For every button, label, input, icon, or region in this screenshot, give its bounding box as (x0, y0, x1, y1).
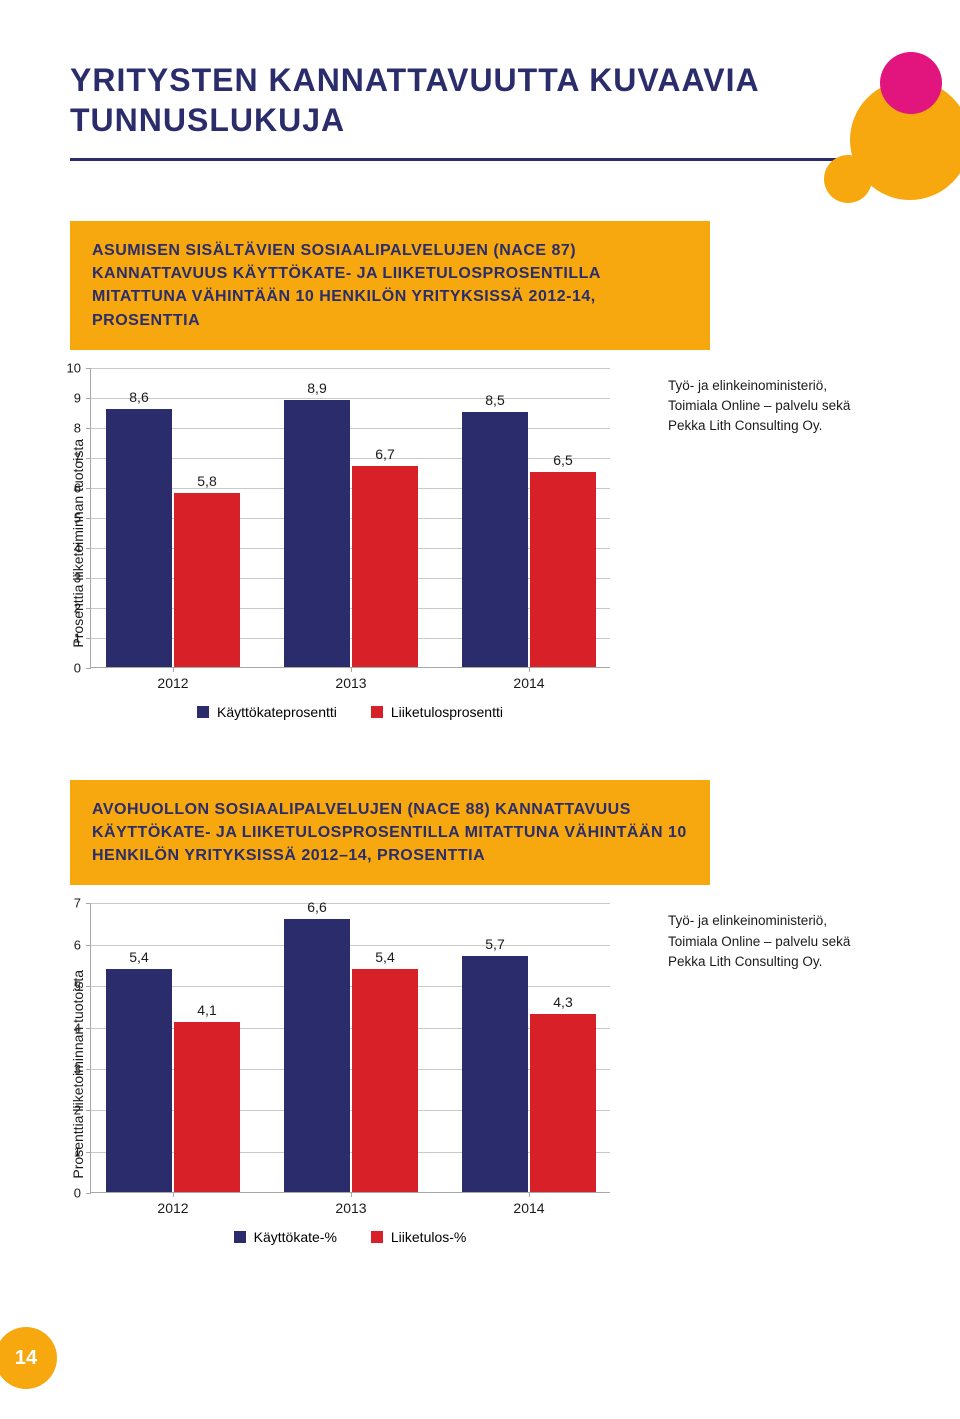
chart1-ytick-mark (86, 398, 91, 399)
chart2-legend-swatch (371, 1231, 383, 1243)
chart1-gridline (91, 398, 610, 399)
page-number: 14 (15, 1347, 37, 1370)
chart1-banner: ASUMISEN SISÄLTÄVIEN SOSIAALIPALVELUJEN … (70, 221, 710, 350)
chart1-ytick-mark (86, 518, 91, 519)
chart1-xtick-mark (351, 667, 352, 672)
chart1-bar-group: 8,56,5 (462, 412, 596, 667)
chart2-bar-value-label: 4,3 (553, 994, 572, 1010)
chart1-legend-item: Käyttökateprosentti (197, 704, 337, 720)
chart1-ytick-mark (86, 368, 91, 369)
chart1-ytick-mark (86, 608, 91, 609)
chart1-bar: 5,8 (174, 493, 240, 667)
chart1-bar: 8,5 (462, 412, 528, 667)
chart1-ytick-mark (86, 668, 91, 669)
chart2-legend: Käyttökate-% Liiketulos-% (90, 1229, 610, 1245)
chart2-bar-group: 6,65,4 (284, 919, 418, 1192)
chart2-xtick-label: 2012 (157, 1200, 188, 1216)
chart2-gridline (91, 903, 610, 904)
decor-circle-magenta (880, 52, 942, 114)
chart2-bar: 5,4 (106, 969, 172, 1193)
chart1-bar-value-label: 6,7 (375, 446, 394, 462)
chart1-bar-value-label: 8,9 (307, 380, 326, 396)
chart2-legend-label: Liiketulos-% (391, 1229, 466, 1245)
chart1-legend-swatch (371, 706, 383, 718)
page-title: YRITYSTEN KANNATTAVUUTTA KUVAAVIA TUNNUS… (70, 60, 830, 140)
chart1-xtick-label: 2012 (157, 675, 188, 691)
chart1-source: Työ- ja elinkeinoministeriö, Toimiala On… (668, 376, 868, 437)
chart2-plot: 012345675,44,120126,65,420135,74,32014 (90, 903, 610, 1193)
chart1-legend-label: Liiketulosprosentti (391, 704, 503, 720)
chart2-bar: 4,1 (174, 1022, 240, 1192)
chart1-legend: Käyttökateprosentti Liiketulosprosentti (90, 704, 610, 720)
chart1-bar-value-label: 5,8 (197, 473, 216, 489)
chart2-bar-value-label: 5,7 (485, 936, 504, 952)
chart1-bar-value-label: 6,5 (553, 452, 572, 468)
chart2-bar-value-label: 5,4 (129, 949, 148, 965)
chart2-xtick-mark (529, 1192, 530, 1197)
chart2-ytick-mark (86, 1069, 91, 1070)
chart1-xtick-mark (173, 667, 174, 672)
chart1-bar-value-label: 8,6 (129, 389, 148, 405)
chart2-xtick-mark (173, 1192, 174, 1197)
chart2-banner: AVOHUOLLON SOSIAALIPALVELUJEN (NACE 88) … (70, 780, 710, 886)
chart2-ytick-mark (86, 945, 91, 946)
chart1-xtick-mark (529, 667, 530, 672)
chart2-xtick-label: 2013 (335, 1200, 366, 1216)
chart2-bar: 6,6 (284, 919, 350, 1192)
chart1-bar-group: 8,96,7 (284, 400, 418, 667)
chart2-ytick-mark (86, 1193, 91, 1194)
title-underline (70, 158, 890, 161)
chart1-ytick-mark (86, 458, 91, 459)
chart1-bar-group: 8,65,8 (106, 409, 240, 667)
chart2-bar: 4,3 (530, 1014, 596, 1192)
chart1-gridline (91, 368, 610, 369)
chart2-bar-group: 5,74,3 (462, 956, 596, 1192)
chart1-bar: 8,9 (284, 400, 350, 667)
chart2-legend-swatch (234, 1231, 246, 1243)
chart2-legend-item: Liiketulos-% (371, 1229, 466, 1245)
chart2-bar: 5,4 (352, 969, 418, 1193)
chart2-bar-value-label: 4,1 (197, 1002, 216, 1018)
chart1-plot: 0123456789108,65,820128,96,720138,56,520… (90, 368, 610, 668)
section-chart-2: AVOHUOLLON SOSIAALIPALVELUJEN (NACE 88) … (70, 780, 890, 1246)
chart1-bar: 6,5 (530, 472, 596, 667)
chart1-legend-label: Käyttökateprosentti (217, 704, 337, 720)
chart2-ytick-mark (86, 1152, 91, 1153)
chart2-bar-value-label: 5,4 (375, 949, 394, 965)
chart2-source: Työ- ja elinkeinoministeriö, Toimiala On… (668, 911, 868, 972)
page-number-badge: 14 (0, 1327, 57, 1389)
chart2-ytick-mark (86, 903, 91, 904)
chart1-xtick-label: 2014 (513, 675, 544, 691)
chart1-ytick-mark (86, 578, 91, 579)
chart2-xtick-label: 2014 (513, 1200, 544, 1216)
chart1-xtick-label: 2013 (335, 675, 366, 691)
chart2-ytick-mark (86, 986, 91, 987)
chart1-ytick-mark (86, 428, 91, 429)
chart2-xtick-mark (351, 1192, 352, 1197)
chart2-bar-value-label: 6,6 (307, 899, 326, 915)
chart2-bar-group: 5,44,1 (106, 969, 240, 1193)
chart2-legend-item: Käyttökate-% (234, 1229, 337, 1245)
decor-circle-orange-small (824, 155, 872, 203)
chart1-ytick-mark (86, 638, 91, 639)
chart1-bar: 8,6 (106, 409, 172, 667)
chart1-bar-value-label: 8,5 (485, 392, 504, 408)
chart1-legend-swatch (197, 706, 209, 718)
chart1-ytick-mark (86, 548, 91, 549)
chart2-legend-label: Käyttökate-% (254, 1229, 337, 1245)
chart1-bar: 6,7 (352, 466, 418, 667)
chart2-ytick-mark (86, 1028, 91, 1029)
section-chart-1: ASUMISEN SISÄLTÄVIEN SOSIAALIPALVELUJEN … (70, 221, 890, 720)
chart1-legend-item: Liiketulosprosentti (371, 704, 503, 720)
chart2-ytick-mark (86, 1110, 91, 1111)
chart1-ytick-mark (86, 488, 91, 489)
chart2-bar: 5,7 (462, 956, 528, 1192)
